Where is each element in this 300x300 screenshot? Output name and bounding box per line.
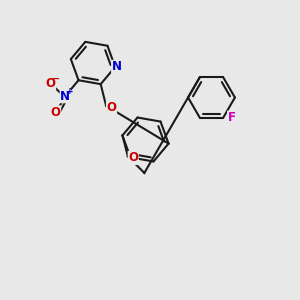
Text: N: N — [60, 90, 70, 103]
Text: −: − — [52, 74, 60, 84]
Text: N: N — [112, 60, 122, 74]
Text: O: O — [46, 77, 56, 90]
Text: O: O — [106, 101, 116, 114]
Text: +: + — [66, 87, 74, 96]
Text: O: O — [128, 152, 138, 164]
Text: F: F — [228, 111, 236, 124]
Text: O: O — [51, 106, 61, 119]
